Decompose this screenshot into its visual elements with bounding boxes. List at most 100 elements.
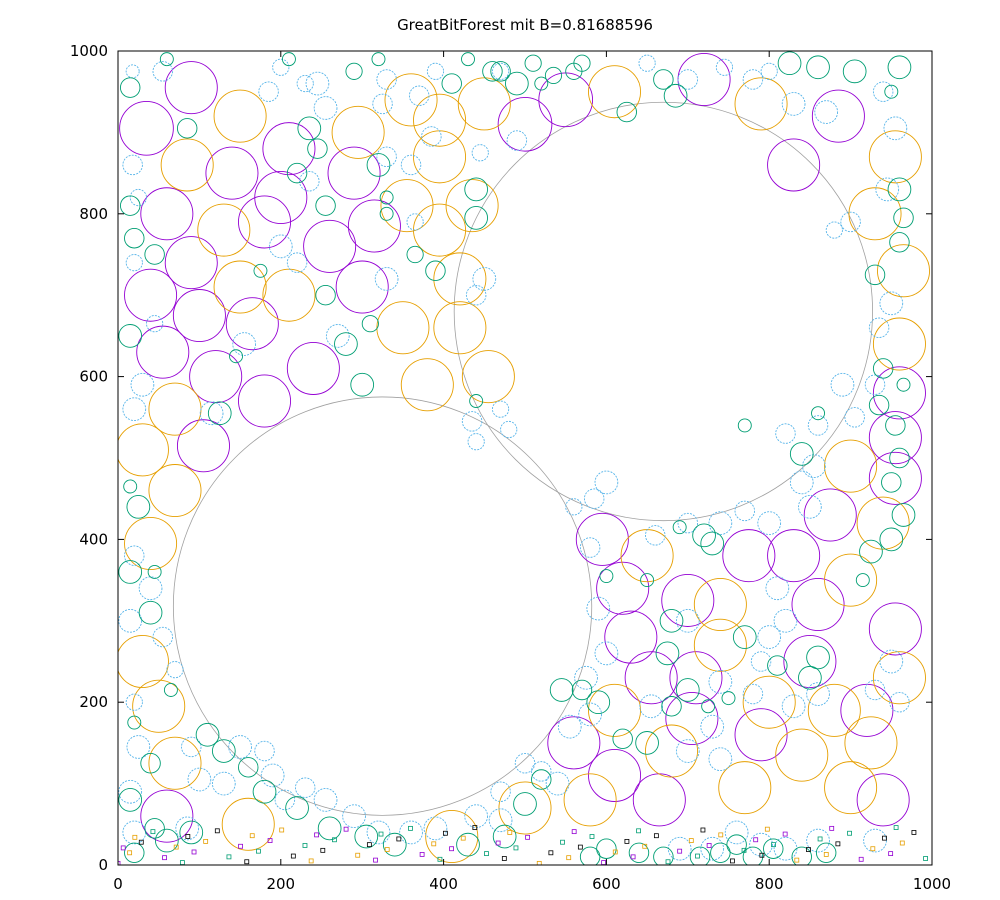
- circle-mark: [859, 539, 883, 564]
- circle-mark: [575, 512, 629, 566]
- circle-mark: [868, 130, 922, 184]
- circle-mark: [181, 736, 202, 758]
- circle-mark: [692, 523, 716, 548]
- circle-mark: [798, 665, 822, 690]
- circle-mark: [125, 64, 140, 79]
- circle-mark: [879, 291, 904, 316]
- tiny-marker: [513, 845, 519, 851]
- series-purple: [119, 52, 926, 843]
- tiny-marker: [677, 848, 683, 854]
- circle-mark: [225, 297, 279, 351]
- circle-mark: [366, 153, 391, 177]
- tiny-marker: [437, 856, 443, 862]
- tiny-marker: [888, 851, 894, 857]
- tiny-marker: [560, 839, 565, 845]
- circle-mark: [524, 54, 542, 72]
- circle-mark: [140, 753, 161, 774]
- circle-mark: [891, 503, 916, 527]
- tiny-marker: [741, 847, 747, 853]
- circle-mark: [803, 488, 857, 542]
- circle-mark: [881, 472, 902, 493]
- circle-mark: [868, 451, 922, 505]
- y-tick-label: 200: [79, 693, 108, 711]
- circle-mark: [700, 531, 725, 556]
- circle-mark: [724, 820, 749, 845]
- circle-mark: [376, 146, 397, 168]
- circle-mark: [701, 699, 716, 714]
- x-axis: 0 200 400 600 800 1000: [113, 51, 951, 893]
- tiny-marker: [566, 855, 572, 861]
- circle-mark: [579, 537, 601, 558]
- circle-mark: [123, 479, 138, 494]
- circle-mark: [806, 828, 830, 853]
- circle-mark: [148, 736, 202, 790]
- tiny-marker: [753, 837, 759, 843]
- circle-mark: [262, 268, 316, 322]
- circle-mark: [732, 625, 757, 649]
- plot-frame: [117, 50, 933, 866]
- circle-mark: [872, 81, 894, 102]
- circle-mark: [579, 846, 601, 865]
- y-tick-label: 600: [79, 368, 108, 386]
- circle-mark: [632, 773, 686, 827]
- circle-mark: [119, 77, 141, 98]
- chart-title: GreatBitForest mit B=0.81688596: [397, 16, 653, 34]
- circle-mark: [855, 573, 870, 588]
- circle-mark: [856, 773, 910, 827]
- circle-mark: [124, 545, 145, 566]
- circle-mark: [775, 423, 796, 444]
- circle-mark: [315, 284, 336, 306]
- circle-mark: [781, 92, 806, 116]
- circle-mark: [749, 832, 773, 857]
- circle-mark: [354, 824, 379, 849]
- tiny-marker: [442, 830, 448, 836]
- circle-mark: [693, 618, 747, 672]
- circle-mark: [534, 76, 549, 91]
- tiny-marker: [472, 825, 478, 830]
- tiny-marker: [460, 835, 466, 841]
- tiny-marker: [343, 826, 349, 832]
- circle-mark: [659, 608, 684, 633]
- tiny-marker: [571, 829, 577, 835]
- tiny-marker: [384, 847, 390, 852]
- circle-mark: [127, 715, 142, 730]
- tiny-marker: [718, 832, 724, 838]
- tiny-marker: [244, 859, 250, 865]
- circle-mark: [811, 89, 865, 143]
- circle-mark: [505, 71, 529, 96]
- circle-mark: [119, 195, 141, 216]
- circle-mark: [488, 808, 513, 833]
- circle-mark: [675, 608, 700, 633]
- circle-mark: [490, 61, 511, 82]
- tiny-marker: [817, 836, 823, 842]
- circle-mark: [152, 626, 173, 648]
- circle-mark: [176, 419, 230, 473]
- circle-mark: [775, 728, 829, 782]
- tiny-marker: [355, 852, 361, 858]
- circle-mark: [798, 494, 822, 519]
- circle-mark: [307, 138, 328, 159]
- tiny-marker: [601, 860, 607, 865]
- circle-mark: [514, 753, 536, 774]
- circle-mark: [195, 722, 220, 747]
- circle-mark: [802, 454, 826, 478]
- circle-mark: [599, 569, 614, 583]
- circle-mark: [889, 447, 910, 469]
- circle-mark: [638, 54, 656, 72]
- tiny-marker: [899, 840, 905, 846]
- circle-mark: [366, 820, 391, 845]
- circle-mark: [144, 818, 165, 839]
- circle-mark: [347, 199, 401, 253]
- tiny-marker: [782, 831, 788, 837]
- tiny-marker: [794, 857, 800, 863]
- y-tick-label: 1000: [70, 42, 108, 60]
- circle-mark: [868, 394, 890, 416]
- circle-mark: [672, 520, 687, 535]
- circle-mark: [864, 374, 886, 395]
- circle-mark: [305, 71, 330, 96]
- circle-mark: [830, 372, 855, 397]
- circle-mark: [325, 324, 350, 348]
- tiny-marker: [730, 858, 735, 864]
- circle-mark: [286, 252, 308, 273]
- circle-mark: [574, 665, 598, 690]
